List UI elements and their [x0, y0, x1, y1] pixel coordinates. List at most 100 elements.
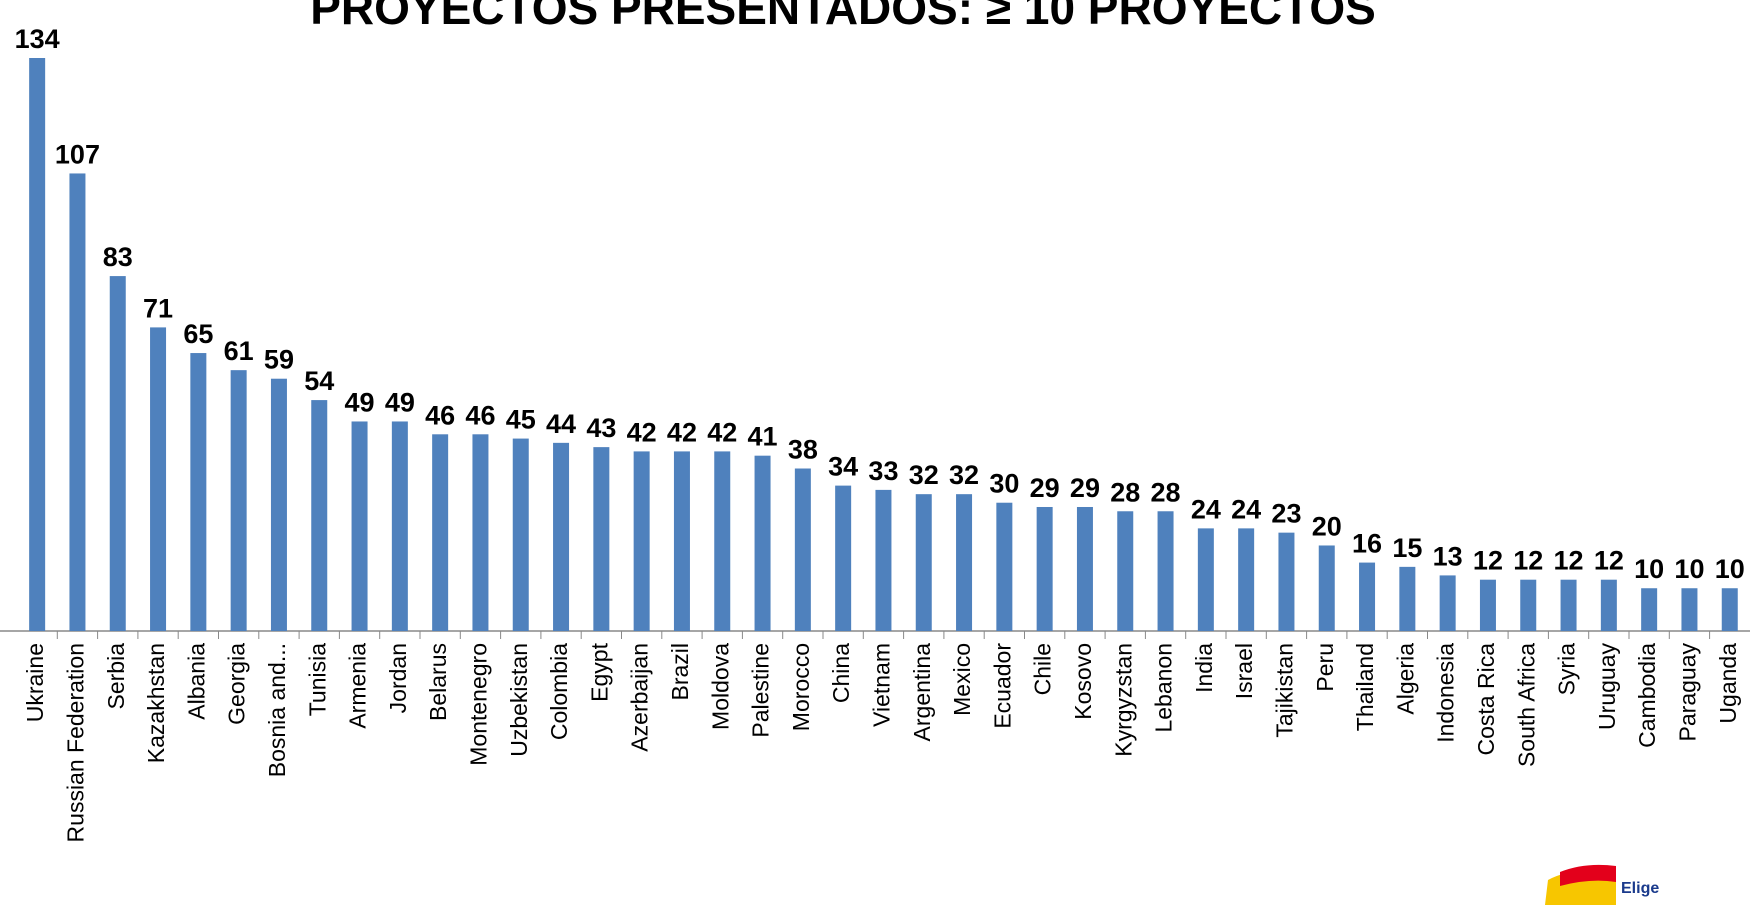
bar: [1036, 506, 1053, 631]
logo-text: Elige: [1621, 880, 1659, 897]
value-label: 13: [1433, 541, 1463, 571]
bar: [915, 494, 932, 631]
bar: [1278, 532, 1295, 631]
x-tick-label: Russian Federation: [63, 643, 89, 842]
value-label: 28: [1110, 477, 1140, 507]
value-label: 46: [465, 400, 495, 430]
bar: [794, 468, 811, 631]
x-tick-label: Cambodia: [1634, 643, 1660, 748]
bar: [1439, 575, 1456, 631]
bar: [835, 485, 852, 631]
x-tick-label: Kyrgyzstan: [1110, 643, 1136, 757]
value-label: 16: [1352, 529, 1382, 559]
x-tick-label: Uzbekistan: [506, 643, 532, 757]
x-tick-label: Kosovo: [1070, 643, 1096, 720]
x-tick-label: Thailand: [1352, 643, 1378, 731]
bar: [996, 502, 1013, 631]
x-tick-label: Chile: [1030, 643, 1056, 695]
value-label: 34: [828, 452, 858, 482]
value-label: 83: [103, 242, 133, 272]
bar: [714, 451, 731, 631]
bar: [1641, 588, 1658, 631]
bar: [109, 276, 126, 631]
value-label: 20: [1312, 511, 1342, 541]
bar: [1520, 579, 1537, 631]
x-tick-label: Azerbaijan: [627, 643, 653, 752]
x-tick-label: Indonesia: [1433, 643, 1459, 743]
bar: [875, 489, 892, 631]
x-tick-label: Brazil: [667, 643, 693, 701]
x-tick-label: Costa Rica: [1473, 643, 1499, 756]
bar: [1479, 579, 1496, 631]
x-tick-label: Albania: [183, 643, 209, 720]
bar: [593, 447, 610, 631]
x-tick-label: Montenegro: [466, 643, 492, 766]
value-label: 12: [1554, 546, 1584, 576]
bar: [1681, 588, 1698, 631]
x-tick-label: Paraguay: [1675, 643, 1701, 742]
value-label: 33: [868, 456, 898, 486]
x-tick-label: Moldova: [707, 643, 733, 730]
value-label: 24: [1191, 494, 1221, 524]
bar: [1076, 506, 1093, 631]
x-tick-label: Mexico: [949, 643, 975, 716]
x-tick-label: Belarus: [425, 643, 451, 721]
bar: [311, 400, 328, 631]
value-label: 42: [707, 417, 737, 447]
x-tick-label: Egypt: [586, 642, 612, 701]
x-tick-label: Argentina: [909, 643, 935, 742]
bar: [391, 421, 408, 631]
x-tick-label: Uruguay: [1594, 643, 1620, 730]
value-label: 24: [1231, 494, 1261, 524]
bar: [1238, 528, 1255, 631]
value-label: 107: [55, 139, 100, 169]
bar: [754, 455, 771, 631]
bar: [1318, 545, 1335, 631]
bar: [190, 353, 207, 631]
value-label: 134: [15, 24, 60, 54]
bar: [270, 378, 287, 631]
bar: [1600, 579, 1617, 631]
x-tick-label: Georgia: [224, 643, 250, 725]
value-label: 12: [1594, 546, 1624, 576]
value-label: 42: [667, 417, 697, 447]
bar: [512, 438, 529, 631]
bar: [1721, 588, 1738, 631]
value-label: 42: [627, 417, 657, 447]
value-label: 30: [989, 469, 1019, 499]
x-tick-label: Ukraine: [22, 643, 48, 722]
value-label: 43: [586, 413, 616, 443]
value-label: 32: [949, 460, 979, 490]
bar: [29, 58, 46, 631]
value-label: 23: [1271, 499, 1301, 529]
x-tick-label: Israel: [1231, 643, 1257, 699]
bar: [1157, 511, 1174, 631]
bar: [1359, 562, 1376, 631]
x-tick-label: Peru: [1312, 643, 1338, 692]
x-tick-label: Lebanon: [1151, 643, 1177, 733]
x-tick-label: Serbia: [103, 643, 129, 710]
x-tick-label: South Africa: [1513, 643, 1539, 767]
value-label: 38: [788, 435, 818, 465]
value-label: 12: [1473, 546, 1503, 576]
x-tick-label: Tajikistan: [1272, 643, 1298, 738]
bar: [553, 442, 570, 631]
x-tick-label: Tunisia: [304, 643, 330, 716]
x-tick-label: Morocco: [788, 643, 814, 731]
chart-title: PROYECTOS PRESENTADOS: ≥ 10 PROYECTOS: [310, 0, 1376, 34]
x-tick-label: China: [828, 643, 854, 703]
value-label: 49: [345, 387, 375, 417]
value-label: 65: [183, 319, 213, 349]
value-label: 15: [1392, 533, 1422, 563]
value-label: 10: [1715, 554, 1745, 584]
x-tick-label: Armenia: [345, 643, 371, 729]
value-label: 44: [546, 409, 576, 439]
bar: [1560, 579, 1577, 631]
value-label: 59: [264, 345, 294, 375]
value-label: 28: [1151, 477, 1181, 507]
value-label: 10: [1674, 554, 1704, 584]
value-label: 45: [506, 405, 536, 435]
value-label: 61: [224, 336, 254, 366]
